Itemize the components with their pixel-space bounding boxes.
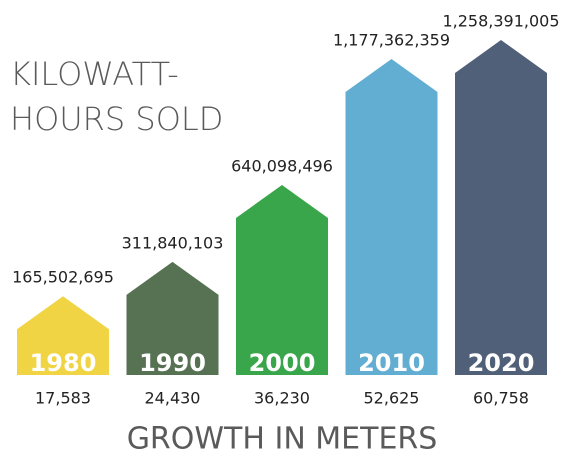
- chart-title: KILOWATT-: [10, 55, 179, 93]
- bar: [126, 261, 219, 375]
- meters-title: GROWTH IN METERS: [127, 422, 438, 457]
- bar: [455, 40, 547, 375]
- value-label: 165,502,695: [12, 268, 114, 287]
- category-label: 2010: [358, 349, 425, 377]
- meter-label: 24,430: [145, 389, 201, 408]
- meter-label: 60,758: [473, 389, 529, 408]
- value-label: 640,098,496: [231, 156, 333, 175]
- meter-label: 36,230: [254, 389, 310, 408]
- value-label: 311,840,103: [122, 233, 224, 252]
- chart-title: HOURS SOLD: [10, 100, 223, 138]
- value-label: 1,258,391,005: [442, 12, 559, 31]
- category-label: 1980: [30, 349, 97, 377]
- meter-label: 52,625: [364, 389, 420, 408]
- category-label: 2000: [249, 349, 316, 377]
- bar: [345, 58, 438, 376]
- meter-label: 17,583: [35, 389, 91, 408]
- category-label: 1990: [139, 349, 206, 377]
- category-label: 2020: [468, 349, 535, 377]
- value-label: 1,177,362,359: [333, 30, 450, 49]
- bar: [17, 296, 109, 375]
- bar: [236, 184, 328, 375]
